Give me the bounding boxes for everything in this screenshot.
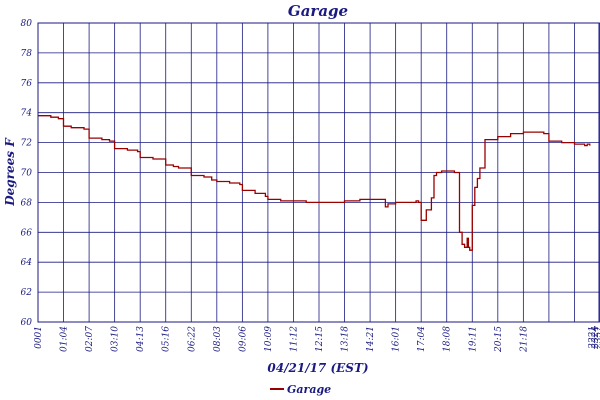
x-tick-label: 18:08 xyxy=(443,326,453,352)
y-axis-label: Degrees F xyxy=(3,137,17,207)
x-tick-label: 0001 xyxy=(34,326,44,349)
x-tick-label: 01:04 xyxy=(60,326,70,352)
x-tick-label: 20:15 xyxy=(494,326,504,353)
plot-frame xyxy=(37,22,600,323)
legend-label: Garage xyxy=(287,383,331,396)
x-tick-label: 17:04 xyxy=(417,326,427,352)
y-tick-labels: 60 62 64 66 68 70 72 74 76 78 80 xyxy=(21,19,33,328)
y-tick-label: 68 xyxy=(21,198,33,208)
x-tick-label: 12:15 xyxy=(315,326,325,352)
y-tick-label: 80 xyxy=(21,19,33,29)
x-tick-label: 05:16 xyxy=(162,326,172,352)
x-tick-label: 09:06 xyxy=(238,326,248,352)
series-layer xyxy=(38,115,591,251)
y-tick-label: 74 xyxy=(21,109,33,119)
y-tick-label: 78 xyxy=(21,49,33,59)
x-tick-label: 14:21 xyxy=(366,326,376,352)
chart-title: Garage xyxy=(288,2,348,20)
x-tick-label: 03:10 xyxy=(111,326,121,352)
x-tick-label: 16:01 xyxy=(392,326,402,352)
x-tick-label: 11:12 xyxy=(289,326,299,352)
x-tick-label: 08:03 xyxy=(213,326,223,352)
x-tick-label: 19:11 xyxy=(468,326,478,352)
x-tick-label: 02:07 xyxy=(85,326,95,352)
x-tick-labels: 0001 01:04 02:07 03:10 04:13 05:16 06:22 08:03 0… xyxy=(34,326,600,353)
x-tick-label: 04:13 xyxy=(136,326,146,352)
y-tick-label: 62 xyxy=(21,288,33,298)
x-tick-label: 2221 xyxy=(588,326,598,350)
legend: Garage xyxy=(270,383,331,396)
y-tick-label: 64 xyxy=(21,258,33,268)
x-tick-label: 13:18 xyxy=(341,326,351,352)
x-tick-label: 2324 xyxy=(591,326,600,350)
x-axis-label: 04/21/17 (EST) xyxy=(267,361,368,375)
y-tick-label: 72 xyxy=(21,139,33,149)
series-line-garage xyxy=(38,115,591,251)
y-tick-label: 60 xyxy=(21,318,33,328)
x-tick-label: 21:18 xyxy=(519,326,529,353)
x-tick-label: 10:09 xyxy=(264,326,274,352)
y-tick-label: 70 xyxy=(21,169,33,179)
y-tick-label: 66 xyxy=(21,228,33,238)
grid xyxy=(37,22,600,323)
y-tick-label: 76 xyxy=(21,79,33,89)
x-tick-label: 2357 xyxy=(594,326,600,350)
x-tick-label: 06:22 xyxy=(187,326,197,352)
